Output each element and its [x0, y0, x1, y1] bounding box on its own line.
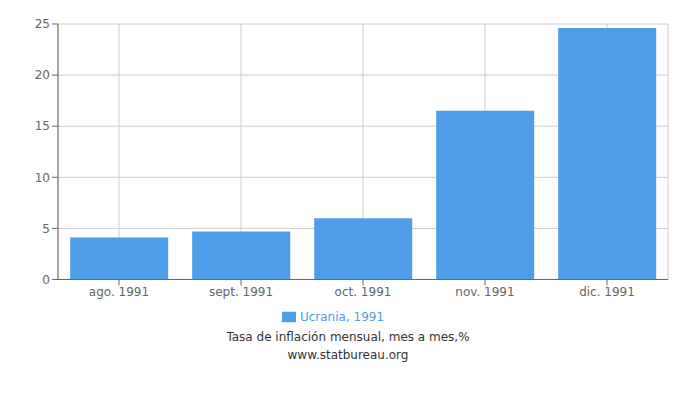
- svg-text:25: 25: [35, 17, 50, 31]
- svg-text:dic. 1991: dic. 1991: [579, 285, 635, 299]
- svg-text:10: 10: [35, 171, 50, 185]
- svg-text:20: 20: [35, 68, 50, 82]
- svg-text:nov. 1991: nov. 1991: [455, 285, 514, 299]
- html-text:www.statbureau.org: www.statbureau.org: [287, 348, 409, 362]
- svg-text:5: 5: [42, 222, 50, 236]
- svg-text:oct. 1991: oct. 1991: [335, 285, 392, 299]
- html-text:Tasa de inflación mensual, mes: Tasa de inflación mensual, mes a mes,%: [226, 330, 470, 344]
- svg-text:ago. 1991: ago. 1991: [89, 285, 149, 299]
- svg-text:15: 15: [35, 119, 50, 133]
- html-text:Ucrania, 1991: Ucrania, 1991: [299, 309, 385, 324]
- svg-text:sept. 1991: sept. 1991: [209, 285, 273, 299]
- svg-text:0: 0: [42, 273, 50, 287]
